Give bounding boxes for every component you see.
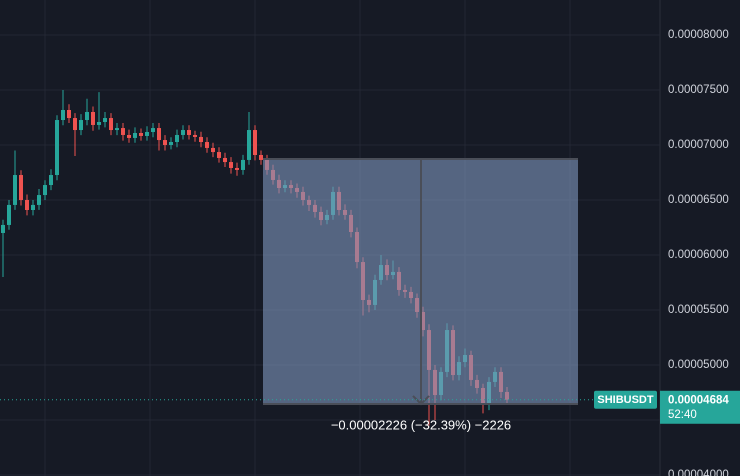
candle-body xyxy=(91,111,95,125)
candle-body xyxy=(67,110,71,119)
y-tick-label: 0.00004000 xyxy=(668,469,729,476)
candle-body xyxy=(43,185,47,196)
countdown-label: 52:40 xyxy=(668,409,697,421)
candle-body xyxy=(103,118,107,122)
candle-body xyxy=(193,134,197,137)
candle-body xyxy=(235,167,239,170)
candle-body xyxy=(13,175,17,205)
candle-body xyxy=(55,120,59,176)
candle-body xyxy=(97,121,101,125)
candle-body xyxy=(145,132,149,136)
y-tick-label: 0.00006000 xyxy=(668,249,729,261)
candle-body xyxy=(223,157,227,163)
candle-body xyxy=(25,199,29,211)
y-tick-label: 0.00007500 xyxy=(668,84,729,96)
candle-body xyxy=(115,128,119,131)
candle-body xyxy=(151,128,155,133)
symbol-label: SHIBUSDT xyxy=(597,394,654,406)
candle-body xyxy=(133,132,137,138)
y-tick-label: 0.00005000 xyxy=(668,359,729,371)
candle-body xyxy=(241,159,245,170)
candle-body xyxy=(199,136,203,143)
candle-body xyxy=(139,132,143,136)
candle-body xyxy=(175,134,179,143)
y-tick-label: 0.00007000 xyxy=(668,139,729,151)
measure-label: −0.00002226 (−32.39%) −2226 xyxy=(331,417,511,432)
y-tick-label: 0.00008000 xyxy=(668,29,729,41)
candle-body xyxy=(79,120,83,131)
candle-body xyxy=(157,128,161,141)
candle-body xyxy=(49,175,53,186)
price-tag xyxy=(660,390,740,424)
candle-body xyxy=(217,152,221,158)
candle-body xyxy=(205,142,209,148)
candle-body xyxy=(127,134,131,138)
candle-body xyxy=(7,204,11,225)
candle-body xyxy=(187,130,191,135)
candle-body xyxy=(85,111,89,121)
candle-body xyxy=(259,154,263,160)
candle-body xyxy=(37,195,41,205)
candle-body xyxy=(31,204,35,211)
measure-arrow xyxy=(412,395,430,406)
candle-body xyxy=(247,130,251,160)
candle-body xyxy=(169,142,173,145)
candle-body xyxy=(19,175,23,200)
candle-body xyxy=(211,147,215,153)
price-label: 0.00004684 xyxy=(668,394,729,406)
candle-body xyxy=(229,162,233,168)
y-tick-label: 0.00006500 xyxy=(668,194,729,206)
candle-body xyxy=(61,110,65,121)
candle-body xyxy=(1,224,5,233)
candle-body xyxy=(73,118,77,131)
candle-body xyxy=(121,128,125,135)
candle-body xyxy=(163,140,167,145)
symbol-tag xyxy=(594,390,657,409)
candle-body xyxy=(181,130,185,135)
y-tick-label: 0.00005500 xyxy=(668,304,729,316)
candle-body xyxy=(109,118,113,131)
candle-body xyxy=(253,130,257,155)
